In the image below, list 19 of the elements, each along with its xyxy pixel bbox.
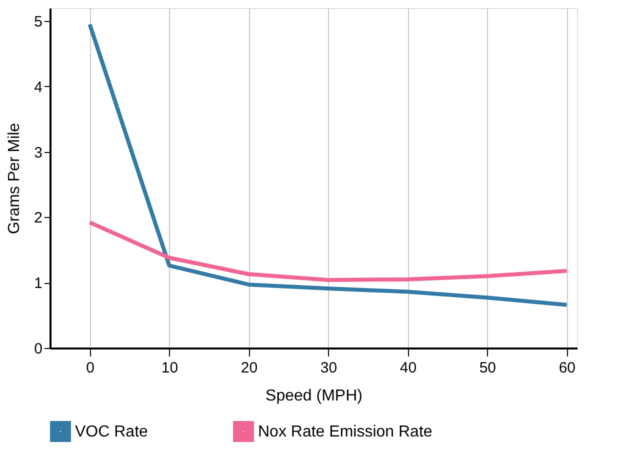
- y-tick-label: 2: [34, 210, 42, 227]
- x-tick-label: 30: [320, 360, 338, 376]
- line-series: [88, 220, 569, 282]
- line-series: [88, 22, 569, 307]
- y-axis-title: Grams Per Mile: [6, 122, 24, 234]
- x-tick-label: 60: [558, 360, 576, 376]
- x-tick-label: 20: [240, 360, 258, 376]
- y-tick-label: 3: [34, 144, 42, 162]
- y-tick-label: 5: [34, 14, 42, 31]
- x-tick-label: 0: [86, 360, 94, 376]
- legend-label: Nox Rate Emission Rate: [258, 424, 432, 441]
- y-tick-label: 4: [34, 78, 42, 96]
- y-tick-label: 0: [34, 340, 42, 358]
- x-tick-label: 50: [479, 360, 496, 376]
- x-axis-title: Speed (MPH): [266, 388, 362, 404]
- legend-label: VOC Rate: [75, 424, 148, 441]
- y-tick-label: 1: [34, 275, 42, 292]
- x-tick-label: 10: [161, 360, 178, 376]
- x-tick-label: 40: [400, 360, 417, 376]
